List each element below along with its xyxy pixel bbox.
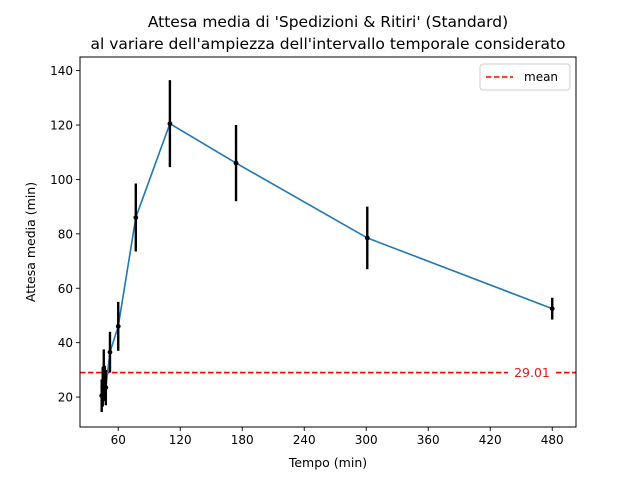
data-point — [233, 160, 239, 166]
x-tick-label: 60 — [111, 433, 126, 447]
x-axis-ticks: 60 120 180 240 300 360 420 480 — [111, 427, 564, 447]
y-tick-label: 20 — [58, 391, 73, 405]
chart-title-line-1: Attesa media di 'Spedizioni & Ritiri' (S… — [148, 13, 508, 31]
y-tick-label: 140 — [50, 64, 73, 78]
data-point — [133, 215, 139, 220]
x-tick-label: 300 — [355, 433, 378, 447]
chart-title-line-2: al variare dell'ampiezza dell'intervallo… — [90, 35, 565, 53]
x-tick-label: 420 — [479, 433, 502, 447]
legend: mean — [479, 63, 571, 91]
mean-value-label: 29.01 — [514, 365, 550, 380]
y-tick-label: 60 — [58, 282, 73, 296]
data-point — [549, 306, 555, 312]
y-axis-ticks: 20 40 60 80 100 120 140 — [50, 64, 80, 405]
y-tick-label: 80 — [58, 227, 73, 241]
plot-frame — [79, 56, 577, 428]
y-tick-label: 40 — [58, 336, 73, 350]
x-tick-label: 360 — [417, 433, 440, 447]
x-tick-label: 180 — [231, 433, 254, 447]
data-point — [115, 323, 121, 329]
data-point — [103, 385, 109, 390]
data-point — [364, 235, 370, 241]
x-tick-label: 240 — [293, 433, 316, 447]
y-axis-label: Attesa media (min) — [23, 182, 38, 302]
data-point — [167, 121, 173, 127]
data-point — [107, 349, 113, 355]
plot-area: 29.01 — [80, 80, 576, 413]
x-tick-label: 480 — [541, 433, 564, 447]
y-tick-label: 100 — [50, 173, 73, 187]
legend-label-mean: mean — [524, 70, 558, 84]
y-tick-label: 120 — [50, 119, 73, 133]
x-axis-label: Tempo (min) — [288, 455, 367, 470]
x-tick-label: 120 — [169, 433, 192, 447]
legend-box — [479, 63, 571, 91]
